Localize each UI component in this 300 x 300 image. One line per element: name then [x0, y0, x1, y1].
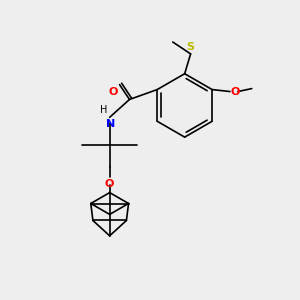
Text: O: O — [105, 179, 114, 189]
Text: O: O — [231, 86, 240, 97]
Text: S: S — [187, 42, 195, 52]
Text: O: O — [108, 87, 118, 97]
Text: H: H — [100, 105, 108, 115]
Text: N: N — [106, 119, 115, 129]
